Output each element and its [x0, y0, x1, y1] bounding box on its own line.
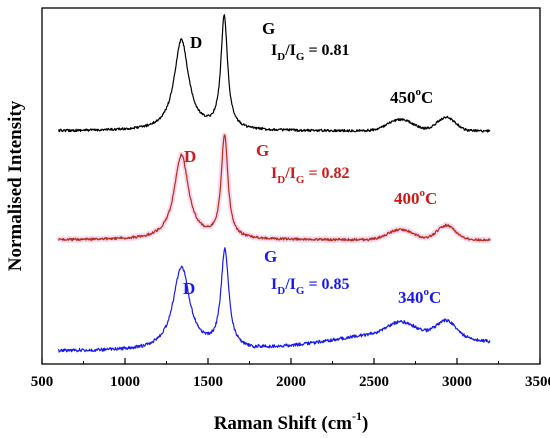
x-tick-label: 3500 [525, 374, 550, 390]
temperature-value: 340 [398, 288, 424, 307]
ratio-part: I [271, 42, 277, 59]
g-band-label: G [262, 19, 275, 38]
ratio-part: = 0.82 [304, 165, 349, 182]
x-tick-label: 500 [31, 374, 54, 390]
d-band-label: D [184, 147, 196, 166]
ratio-part: I [271, 276, 277, 293]
ratio-part: I [290, 42, 296, 59]
x-axis-title-close: ) [362, 413, 368, 434]
x-tick-label: 1500 [193, 374, 223, 390]
temperature-label: 340oC [398, 286, 441, 307]
x-tick-label: 1000 [110, 374, 140, 390]
ratio-part: = 0.85 [304, 276, 349, 293]
temperature-value: 450 [390, 88, 416, 107]
ratio-subscript: D [277, 51, 285, 63]
series-400c-highlight [56, 132, 493, 244]
temperature-label: 450oC [390, 86, 433, 107]
g-band-label: G [264, 247, 277, 266]
plot-frame [41, 7, 541, 365]
degree-superscript: o [416, 86, 422, 98]
x-axis-title: Raman Shift (cm-1) [214, 409, 369, 434]
ratio-subscript: G [296, 285, 305, 297]
x-axis-title-sup: -1 [352, 409, 362, 423]
d-band-label: D [190, 33, 202, 52]
y-axis-title: Normalised Intensity [5, 100, 26, 271]
ratio-part: = 0.81 [304, 42, 349, 59]
g-band-label: G [256, 141, 269, 160]
series-450c-line [58, 14, 491, 133]
ratio-subscript: G [296, 174, 305, 186]
id-ig-ratio-label: ID/IG = 0.81 [271, 42, 350, 63]
temperature-unit: C [425, 189, 437, 208]
x-axis-title-base: Raman Shift (cm [214, 413, 352, 434]
series-400c-line [58, 134, 491, 242]
degree-superscript: o [424, 286, 430, 298]
spectra-group [56, 14, 493, 353]
x-tick-label: 2000 [276, 374, 306, 390]
x-tick-label: 3000 [442, 374, 472, 390]
id-ig-ratio-label: ID/IG = 0.85 [271, 276, 350, 297]
ratio-part: / [284, 165, 290, 182]
x-axis-ticks: 500 1000 1500 2000 2500 3000 3500 [31, 358, 550, 390]
ratio-part: I [290, 276, 296, 293]
ratio-subscript: G [296, 51, 305, 63]
id-ig-ratio-label: ID/IG = 0.82 [271, 165, 350, 186]
ratio-subscript: D [277, 174, 285, 186]
temperature-label: 400oC [394, 187, 437, 208]
temperature-unit: C [421, 88, 433, 107]
d-band-label: D [183, 279, 195, 298]
ratio-part: / [284, 276, 290, 293]
temperature-unit: C [429, 288, 441, 307]
ratio-part: I [271, 165, 277, 182]
ratio-part: / [284, 42, 290, 59]
x-tick-label: 2500 [359, 374, 389, 390]
ratio-subscript: D [277, 285, 285, 297]
series-340c-line [58, 247, 491, 353]
temperature-value: 400 [394, 189, 420, 208]
degree-superscript: o [420, 187, 426, 199]
ratio-part: I [290, 165, 296, 182]
